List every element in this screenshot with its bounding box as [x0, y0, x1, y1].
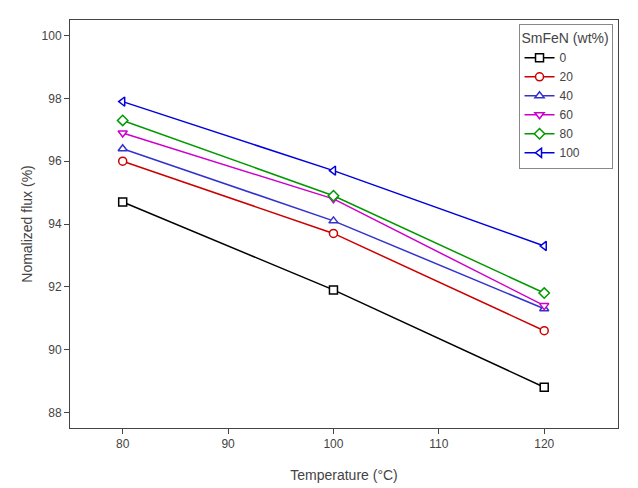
- svg-text:88: 88: [48, 406, 62, 420]
- svg-text:60: 60: [560, 108, 574, 122]
- svg-text:110: 110: [429, 437, 448, 451]
- svg-text:98: 98: [48, 92, 62, 106]
- svg-text:100: 100: [42, 29, 62, 43]
- svg-text:120: 120: [534, 437, 554, 451]
- svg-text:80: 80: [116, 437, 130, 451]
- svg-text:100: 100: [323, 437, 343, 451]
- svg-text:Nomalized flux (%): Nomalized flux (%): [19, 165, 35, 282]
- svg-text:Temperature (°C): Temperature (°C): [290, 467, 398, 483]
- svg-text:94: 94: [48, 217, 62, 231]
- svg-text:90: 90: [221, 437, 235, 451]
- svg-text:96: 96: [48, 154, 62, 168]
- svg-text:SmFeN (wt%): SmFeN (wt%): [522, 30, 609, 46]
- svg-text:92: 92: [48, 280, 62, 294]
- svg-text:0: 0: [560, 51, 567, 65]
- svg-text:90: 90: [48, 343, 62, 357]
- svg-text:80: 80: [560, 127, 574, 141]
- svg-text:100: 100: [560, 146, 580, 160]
- svg-text:40: 40: [560, 89, 574, 103]
- svg-text:20: 20: [560, 70, 574, 84]
